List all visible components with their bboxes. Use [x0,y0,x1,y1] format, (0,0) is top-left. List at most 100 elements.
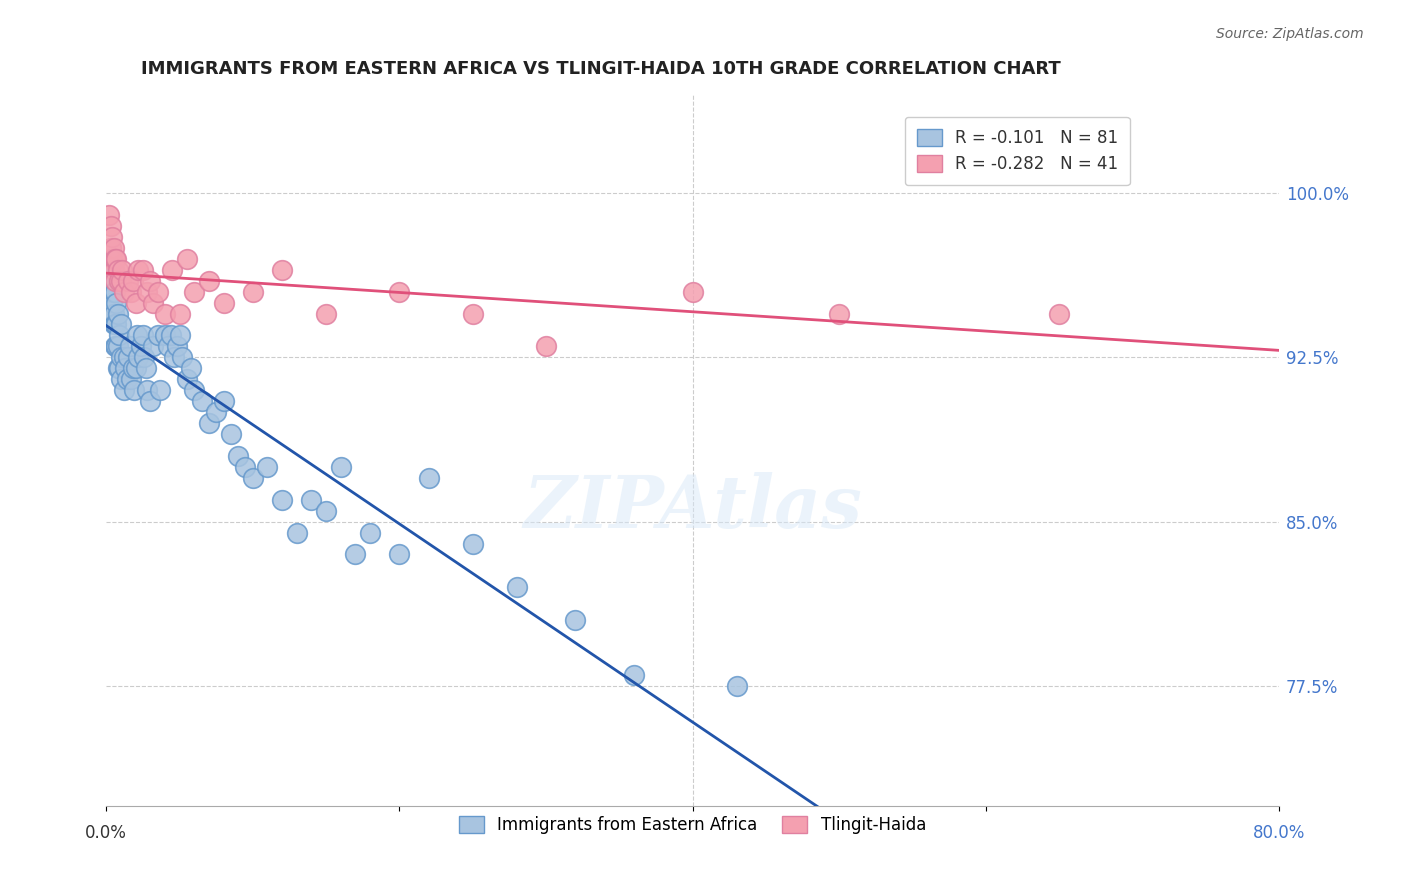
Point [142,295,165,310]
Point [117,274,139,288]
Point [160,262,183,277]
Point [107,262,129,277]
Point [108,328,131,343]
Point [153,328,176,343]
Point [120,372,142,386]
Point [564,613,586,627]
Point [104,252,127,266]
Point [108,274,131,288]
Point [101,306,124,320]
Point [198,274,221,288]
Point [104,274,127,288]
Point [139,394,162,409]
Point [101,295,124,310]
Point [112,383,135,397]
Point [112,351,135,365]
Point [180,361,202,376]
Point [107,361,129,376]
Point [105,295,128,310]
Point [146,328,169,343]
Point [166,339,188,353]
Point [103,285,125,299]
Point [103,318,125,332]
Point [242,471,264,485]
Point [110,274,132,288]
Point [169,306,191,320]
Point [156,339,179,353]
Point [124,295,146,310]
Point [256,459,278,474]
Point [100,285,122,299]
Point [176,372,198,386]
Point [169,328,191,343]
Point [135,361,157,376]
Point [105,318,128,332]
Point [505,580,527,594]
Point [315,306,337,320]
Point [100,241,122,255]
Point [104,339,127,353]
Point [344,548,367,562]
Point [121,274,143,288]
Point [122,383,145,397]
Text: IMMIGRANTS FROM EASTERN AFRICA VS TLINGIT-HAIDA 10TH GRADE CORRELATION CHART: IMMIGRANTS FROM EASTERN AFRICA VS TLINGI… [142,60,1062,78]
Point [118,339,141,353]
Point [388,285,411,299]
Point [205,405,228,419]
Point [183,285,205,299]
Point [828,306,851,320]
Point [117,351,139,365]
Point [198,416,221,430]
Point [104,318,127,332]
Point [108,361,131,376]
Point [100,274,122,288]
Point [271,492,294,507]
Point [226,449,249,463]
Point [725,679,748,693]
Point [159,328,181,343]
Point [139,274,162,288]
Point [101,252,124,266]
Point [132,262,155,277]
Point [105,252,128,266]
Point [98,208,121,222]
Point [176,252,198,266]
Point [142,339,165,353]
Point [132,328,155,343]
Point [124,361,146,376]
Point [136,285,159,299]
Point [271,262,294,277]
Point [212,394,235,409]
Point [127,262,149,277]
Point [153,306,176,320]
Point [101,252,124,266]
Text: 80.0%: 80.0% [1253,824,1305,842]
Point [242,285,264,299]
Point [301,492,323,507]
Point [100,241,122,255]
Point [111,262,134,277]
Point [131,339,153,353]
Text: ZIPAtlas: ZIPAtlas [523,472,862,543]
Point [107,339,129,353]
Point [103,306,125,320]
Point [100,252,122,266]
Point [105,339,128,353]
Point [112,285,135,299]
Point [100,219,122,233]
Point [125,328,148,343]
Point [103,241,125,255]
Point [136,383,159,397]
Point [146,285,169,299]
Point [100,262,122,277]
Point [115,372,138,386]
Point [134,351,156,365]
Point [101,230,124,244]
Point [285,525,308,540]
Point [190,394,212,409]
Point [219,427,242,442]
Point [107,306,129,320]
Point [461,536,484,550]
Point [235,459,257,474]
Point [103,262,125,277]
